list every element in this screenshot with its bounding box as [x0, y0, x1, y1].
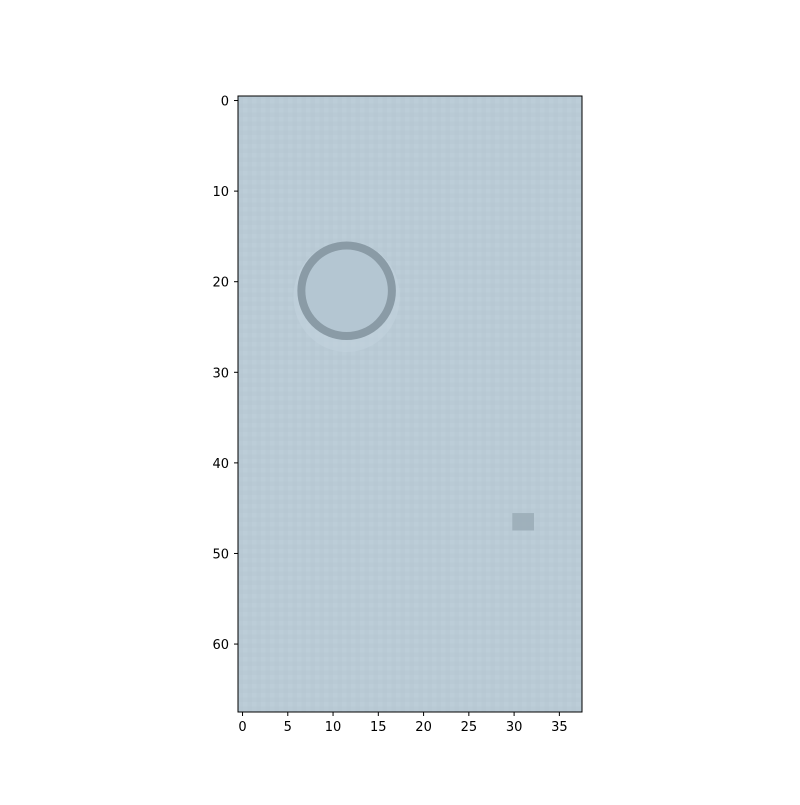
- plot-frame: [237, 95, 583, 713]
- x-tick-label: 15: [370, 720, 387, 735]
- x-axis: 0 5 10 15 20 25 30 35: [238, 712, 568, 735]
- image-area: [238, 96, 582, 712]
- y-tick-label: 50: [212, 547, 229, 562]
- y-tick-label: 10: [212, 185, 229, 200]
- image-features: [293, 241, 535, 531]
- x-tick-label: 10: [325, 720, 342, 735]
- x-tick-label: 30: [506, 720, 523, 735]
- x-tick-label: 20: [415, 720, 432, 735]
- y-tick-label: 60: [212, 638, 229, 653]
- x-tick-label: 25: [461, 720, 478, 735]
- y-axis: 0 10 20 30 40 50 60: [212, 95, 238, 653]
- y-tick-label: 0: [221, 95, 229, 110]
- y-tick-label: 40: [212, 457, 229, 472]
- y-tick-label: 20: [212, 276, 229, 291]
- x-tick-label: 5: [284, 720, 292, 735]
- y-tick-label: 30: [212, 366, 229, 381]
- x-tick-label: 0: [238, 720, 246, 735]
- x-tick-label: 35: [551, 720, 568, 735]
- ring-object: [297, 241, 396, 341]
- dark-spot: [512, 513, 535, 531]
